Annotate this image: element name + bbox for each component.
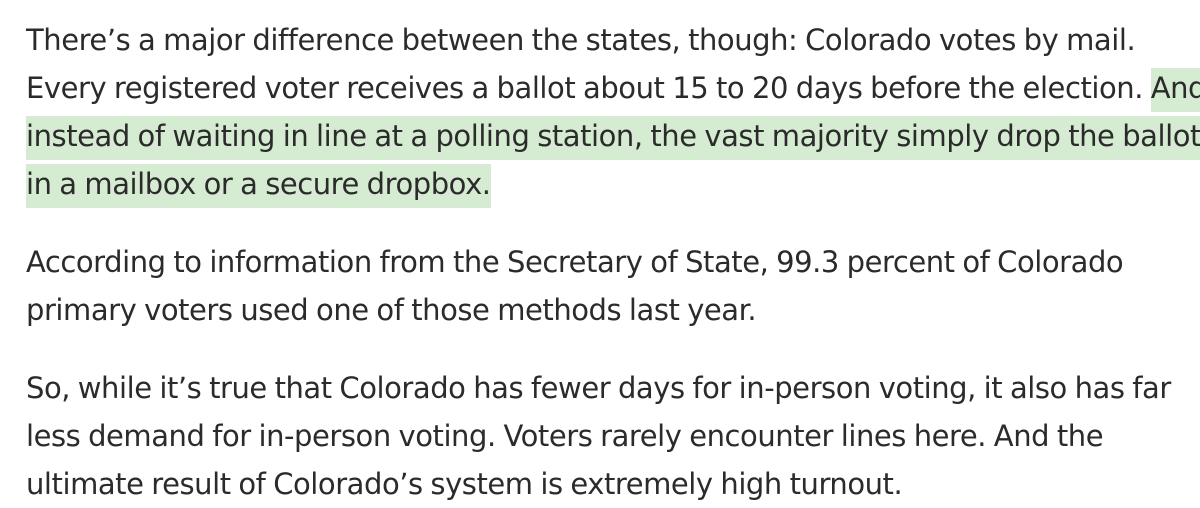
text-line: instead of waiting in line at a polling … [26, 112, 1200, 160]
text-line: Every registered voter receives a ballot… [26, 64, 1200, 112]
text-line: There’s a major difference between the s… [26, 23, 1136, 57]
text-line: ultimate result of Colorado’s system is … [26, 467, 903, 501]
paragraph-secretary-of-state: According to information from the Secret… [26, 238, 1174, 334]
text-line: According to information from the Secret… [26, 245, 1124, 279]
text-line: So, while it’s true that Colorado has fe… [26, 371, 1171, 405]
highlighted-text[interactable]: And [1150, 68, 1200, 112]
highlighted-text[interactable]: in a mailbox or a secure dropbox. [26, 164, 491, 208]
paragraph-turnout: So, while it’s true that Colorado has fe… [26, 364, 1174, 508]
text-line: in a mailbox or a secure dropbox. [26, 160, 1174, 208]
highlighted-text[interactable]: instead of waiting in line at a polling … [26, 116, 1200, 160]
text-line: less demand for in-person voting. Voters… [26, 419, 1104, 453]
text-segment: Every registered voter receives a ballot… [26, 71, 1151, 105]
text-line: primary voters used one of those methods… [26, 293, 757, 327]
paragraph-vote-by-mail: There’s a major difference between the s… [26, 16, 1200, 208]
